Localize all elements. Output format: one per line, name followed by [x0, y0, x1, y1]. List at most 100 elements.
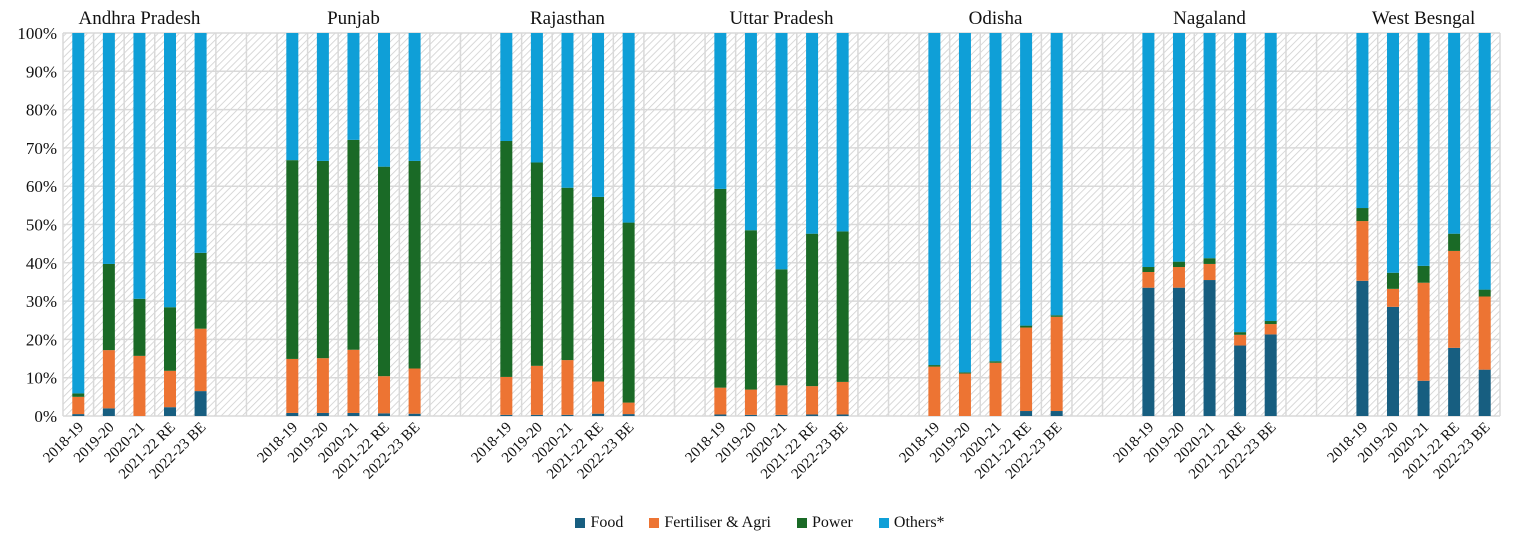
bar-segment-power[interactable]	[72, 393, 85, 397]
bar-segment-food[interactable]	[1478, 369, 1491, 416]
bar-segment-food[interactable]	[1234, 345, 1247, 416]
bar-segment-power[interactable]	[378, 166, 391, 377]
bar-segment-fertiliser-agri[interactable]	[928, 366, 941, 416]
bar-segment-power[interactable]	[836, 231, 849, 382]
bar-segment-fertiliser-agri[interactable]	[133, 355, 146, 416]
bar-segment-fertiliser-agri[interactable]	[775, 385, 788, 415]
bar-segment-others[interactable]	[1478, 33, 1491, 290]
bar-segment-others[interactable]	[806, 33, 819, 234]
bar-segment-food[interactable]	[592, 413, 605, 416]
bar-segment-others[interactable]	[928, 33, 941, 366]
bar-segment-others[interactable]	[133, 33, 146, 299]
bar-segment-others[interactable]	[347, 33, 360, 140]
bar-segment-power[interactable]	[316, 160, 329, 359]
bar-segment-power[interactable]	[958, 372, 971, 374]
bar-segment-power[interactable]	[1020, 325, 1033, 328]
bar-segment-food[interactable]	[1050, 411, 1063, 416]
bar-segment-others[interactable]	[561, 33, 574, 188]
bar-segment-others[interactable]	[958, 33, 971, 373]
bar-segment-others[interactable]	[500, 33, 513, 142]
bar-segment-fertiliser-agri[interactable]	[806, 386, 819, 415]
bar-segment-power[interactable]	[775, 269, 788, 386]
bar-segment-power[interactable]	[164, 307, 177, 371]
bar-segment-power[interactable]	[500, 141, 513, 377]
bar-segment-others[interactable]	[286, 33, 299, 161]
bar-segment-food[interactable]	[561, 414, 574, 416]
bar-segment-others[interactable]	[1142, 33, 1155, 268]
bar-segment-fertiliser-agri[interactable]	[1172, 267, 1185, 288]
bar-segment-fertiliser-agri[interactable]	[286, 358, 299, 413]
bar-segment-power[interactable]	[744, 230, 757, 390]
bar-segment-power[interactable]	[622, 222, 635, 403]
bar-segment-fertiliser-agri[interactable]	[836, 381, 849, 415]
bar-segment-food[interactable]	[408, 413, 421, 416]
bar-segment-fertiliser-agri[interactable]	[164, 370, 177, 408]
bar-segment-fertiliser-agri[interactable]	[1264, 324, 1277, 335]
bar-segment-fertiliser-agri[interactable]	[714, 387, 727, 415]
bar-segment-others[interactable]	[1203, 33, 1216, 259]
bar-segment-others[interactable]	[1448, 33, 1461, 234]
bar-segment-food[interactable]	[194, 391, 207, 416]
bar-segment-fertiliser-agri[interactable]	[1020, 327, 1033, 412]
bar-segment-food[interactable]	[378, 413, 391, 416]
bar-segment-power[interactable]	[133, 298, 146, 356]
bar-segment-fertiliser-agri[interactable]	[592, 381, 605, 414]
bar-segment-others[interactable]	[1020, 33, 1033, 326]
bar-segment-fertiliser-agri[interactable]	[1234, 334, 1247, 346]
bar-segment-others[interactable]	[378, 33, 391, 167]
bar-segment-food[interactable]	[1172, 287, 1185, 416]
bar-segment-food[interactable]	[1417, 380, 1430, 416]
bar-segment-food[interactable]	[1356, 280, 1369, 416]
bar-segment-food[interactable]	[744, 414, 757, 416]
bar-segment-power[interactable]	[592, 196, 605, 382]
bar-segment-fertiliser-agri[interactable]	[1417, 282, 1430, 381]
bar-segment-others[interactable]	[744, 33, 757, 231]
bar-segment-food[interactable]	[806, 414, 819, 416]
bar-segment-others[interactable]	[836, 33, 849, 232]
bar-segment-others[interactable]	[1356, 33, 1369, 209]
bar-segment-power[interactable]	[1386, 272, 1399, 289]
bar-segment-fertiliser-agri[interactable]	[102, 350, 115, 409]
bar-segment-fertiliser-agri[interactable]	[622, 402, 635, 415]
bar-segment-power[interactable]	[806, 233, 819, 387]
bar-segment-food[interactable]	[1264, 334, 1277, 416]
bar-segment-fertiliser-agri[interactable]	[316, 358, 329, 413]
bar-segment-power[interactable]	[928, 365, 941, 367]
bar-segment-power[interactable]	[347, 139, 360, 350]
bar-segment-fertiliser-agri[interactable]	[1142, 271, 1155, 288]
bar-segment-fertiliser-agri[interactable]	[1478, 296, 1491, 370]
bar-segment-fertiliser-agri[interactable]	[194, 328, 207, 392]
legend-item-others[interactable]: Others*	[878, 514, 945, 532]
bar-segment-power[interactable]	[1050, 315, 1063, 317]
bar-segment-fertiliser-agri[interactable]	[1203, 263, 1216, 281]
bar-segment-food[interactable]	[316, 412, 329, 416]
bar-segment-others[interactable]	[72, 33, 85, 394]
bar-segment-food[interactable]	[347, 412, 360, 416]
bar-segment-fertiliser-agri[interactable]	[1050, 316, 1063, 412]
bar-segment-power[interactable]	[1417, 265, 1430, 283]
bar-segment-food[interactable]	[530, 414, 543, 416]
bar-segment-fertiliser-agri[interactable]	[347, 349, 360, 413]
bar-segment-power[interactable]	[1172, 261, 1185, 268]
bar-segment-others[interactable]	[408, 33, 421, 161]
bar-segment-others[interactable]	[164, 33, 177, 308]
bar-segment-food[interactable]	[72, 414, 85, 416]
bar-segment-food[interactable]	[836, 414, 849, 416]
bar-segment-others[interactable]	[1234, 33, 1247, 333]
bar-segment-fertiliser-agri[interactable]	[744, 389, 757, 415]
bar-segment-others[interactable]	[1264, 33, 1277, 322]
bar-segment-food[interactable]	[500, 414, 513, 416]
bar-segment-power[interactable]	[530, 162, 543, 366]
bar-segment-others[interactable]	[592, 33, 605, 197]
bar-segment-fertiliser-agri[interactable]	[408, 368, 421, 414]
bar-segment-power[interactable]	[989, 361, 1002, 363]
bar-segment-power[interactable]	[1203, 258, 1216, 264]
bar-segment-fertiliser-agri[interactable]	[561, 360, 574, 415]
bar-segment-food[interactable]	[286, 412, 299, 416]
legend-item-food[interactable]: Food	[575, 514, 623, 532]
bar-segment-fertiliser-agri[interactable]	[1356, 221, 1369, 281]
bar-segment-power[interactable]	[194, 252, 207, 329]
bar-segment-fertiliser-agri[interactable]	[72, 396, 85, 415]
bar-segment-food[interactable]	[164, 407, 177, 416]
bar-segment-power[interactable]	[1142, 267, 1155, 272]
